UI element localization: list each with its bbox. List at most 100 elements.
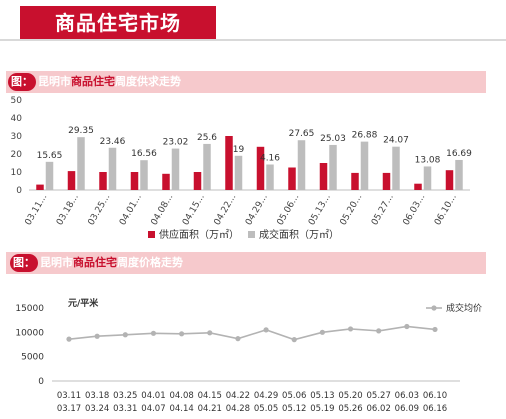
deal-bar <box>203 143 211 190</box>
x-tick-label: 04.22... <box>213 193 239 228</box>
supply-bar <box>67 171 76 190</box>
supply-bar <box>36 184 44 190</box>
supply-demand-bar-chart: 0 10 20 30 40 50 15.65 03.11... 29.35 03.18... 23.… <box>11 96 473 241</box>
price-point <box>150 330 157 336</box>
x-tick-label: 03.18... <box>55 193 81 228</box>
deal-data-label: 23.46 <box>100 137 126 147</box>
price-point <box>432 326 438 333</box>
x-tick-label-end: 04.21 <box>198 404 222 414</box>
deal-data-label: 27.65 <box>289 129 315 139</box>
deal-data-label: 25.6 <box>197 133 217 143</box>
legend-label-price: 成交均价 <box>446 302 482 314</box>
price-point <box>94 333 100 339</box>
x-tick-label-end: 04.28 <box>226 404 250 414</box>
supply-bar <box>382 172 391 190</box>
chart2-title-prefix: 昆明市 <box>40 256 73 269</box>
x-tick-label: 04.01... <box>118 193 144 228</box>
deal-bar <box>171 148 180 190</box>
section-band-supply-demand <box>6 71 486 93</box>
y-tick-label: 40 <box>11 114 23 124</box>
section-band-price <box>6 252 486 274</box>
chart1-title-prefix: 昆明市 <box>38 75 71 88</box>
x-tick-label-end: 05.19 <box>310 404 334 414</box>
x-tick-label-start: 04.01 <box>141 391 165 401</box>
chart1-title-highlight: 商品住宅 <box>71 75 115 88</box>
deal-bar <box>234 155 243 190</box>
deal-bar <box>77 137 85 190</box>
supply-bar <box>99 172 107 190</box>
figure-badge-1: 图： <box>8 73 36 91</box>
price-point <box>376 328 382 334</box>
x-tick-label: 04.29... <box>244 193 270 228</box>
x-tick-label-end: 06.16 <box>423 404 447 414</box>
deal-bar <box>360 141 369 190</box>
deal-data-label: 16.56 <box>131 149 157 159</box>
x-tick-label: 06.10... <box>433 193 459 228</box>
deal-data-label: 26.88 <box>352 131 378 141</box>
x-tick-label: 06.03... <box>402 193 428 228</box>
x-tick-label-start: 06.10 <box>423 391 447 401</box>
price-point <box>404 323 410 330</box>
x-tick-label-start: 04.29 <box>254 391 278 401</box>
y-tick-label: 20 <box>11 150 23 160</box>
deal-data-label: 23.02 <box>163 138 189 148</box>
legend-label-supply: 供应面积（万㎡） <box>159 228 239 241</box>
x-tick-label: 04.08... <box>150 193 176 228</box>
deal-bar <box>455 159 463 190</box>
deal-bar <box>392 146 400 190</box>
deal-data-label: 16.69 <box>446 149 472 159</box>
legend-label-deal: 成交面积（万㎡） <box>259 228 339 241</box>
x-tick-label-end: 03.24 <box>85 404 109 414</box>
y-tick-label: 0 <box>16 186 22 196</box>
legend-marker-price <box>431 305 437 311</box>
deal-bar <box>423 166 432 190</box>
price-point <box>66 336 72 342</box>
deal-data-label: 29.35 <box>68 126 94 136</box>
x-tick-label: 03.11... <box>24 193 50 228</box>
deal-data-label: 15.65 <box>37 151 63 161</box>
supply-bar <box>445 170 454 190</box>
x-tick-label-start: 06.03 <box>395 391 419 401</box>
price-point <box>263 327 269 333</box>
x-tick-label-end: 04.14 <box>169 404 193 414</box>
deal-data-label: 25.03 <box>320 134 346 144</box>
y-tick-label: 50 <box>11 96 23 106</box>
x-tick-label-end: 06.02 <box>367 404 391 414</box>
price-point <box>207 330 213 336</box>
price-point <box>291 337 297 343</box>
y-tick-label: 5000 <box>21 353 44 363</box>
x-tick-label-end: 03.17 <box>57 404 81 414</box>
deal-data-label: 13.08 <box>415 155 441 165</box>
chart-title-price: 昆明市商品住宅周度价格走势 <box>40 252 183 274</box>
y-tick-label: 15000 <box>15 304 44 314</box>
supply-bar <box>162 173 170 190</box>
deal-data-label: 4.16 <box>260 154 280 164</box>
x-tick-label-end: 05.12 <box>282 404 306 414</box>
chart1-title-suffix: 周度供求走势 <box>115 75 181 88</box>
y-tick-label: 10000 <box>15 328 44 338</box>
x-tick-label: 05.13... <box>307 193 333 228</box>
x-tick-label-start: 05.13 <box>310 391 334 401</box>
x-tick-label-start: 04.08 <box>169 391 193 401</box>
supply-bar <box>288 167 296 190</box>
x-tick-label-end: 05.26 <box>338 404 362 414</box>
x-tick-label-start: 03.18 <box>85 391 109 401</box>
price-point <box>179 331 185 337</box>
deal-data-label: 19 <box>233 145 245 155</box>
x-tick-label-end: 03.31 <box>113 404 137 414</box>
x-tick-label-end: 06.09 <box>395 404 419 414</box>
y-tick-label: 30 <box>11 132 23 142</box>
chart2-title-highlight: 商品住宅 <box>73 256 117 269</box>
x-tick-label-start: 04.22 <box>226 391 250 401</box>
title-banner: 商品住宅市场 <box>20 6 216 40</box>
y-tick-label: 0 <box>38 377 44 387</box>
legend-swatch-supply <box>148 231 155 238</box>
y-axis-unit-label: 元/平米 <box>68 297 99 309</box>
x-tick-label-start: 03.25 <box>113 391 137 401</box>
supply-bar <box>319 163 328 190</box>
x-tick-label: 05.06... <box>276 193 302 228</box>
figure-badge-2: 图： <box>10 254 38 272</box>
chart2-title-suffix: 周度价格走势 <box>117 256 183 269</box>
x-tick-label-start: 05.06 <box>282 391 306 401</box>
y-tick-label: 10 <box>11 168 23 178</box>
